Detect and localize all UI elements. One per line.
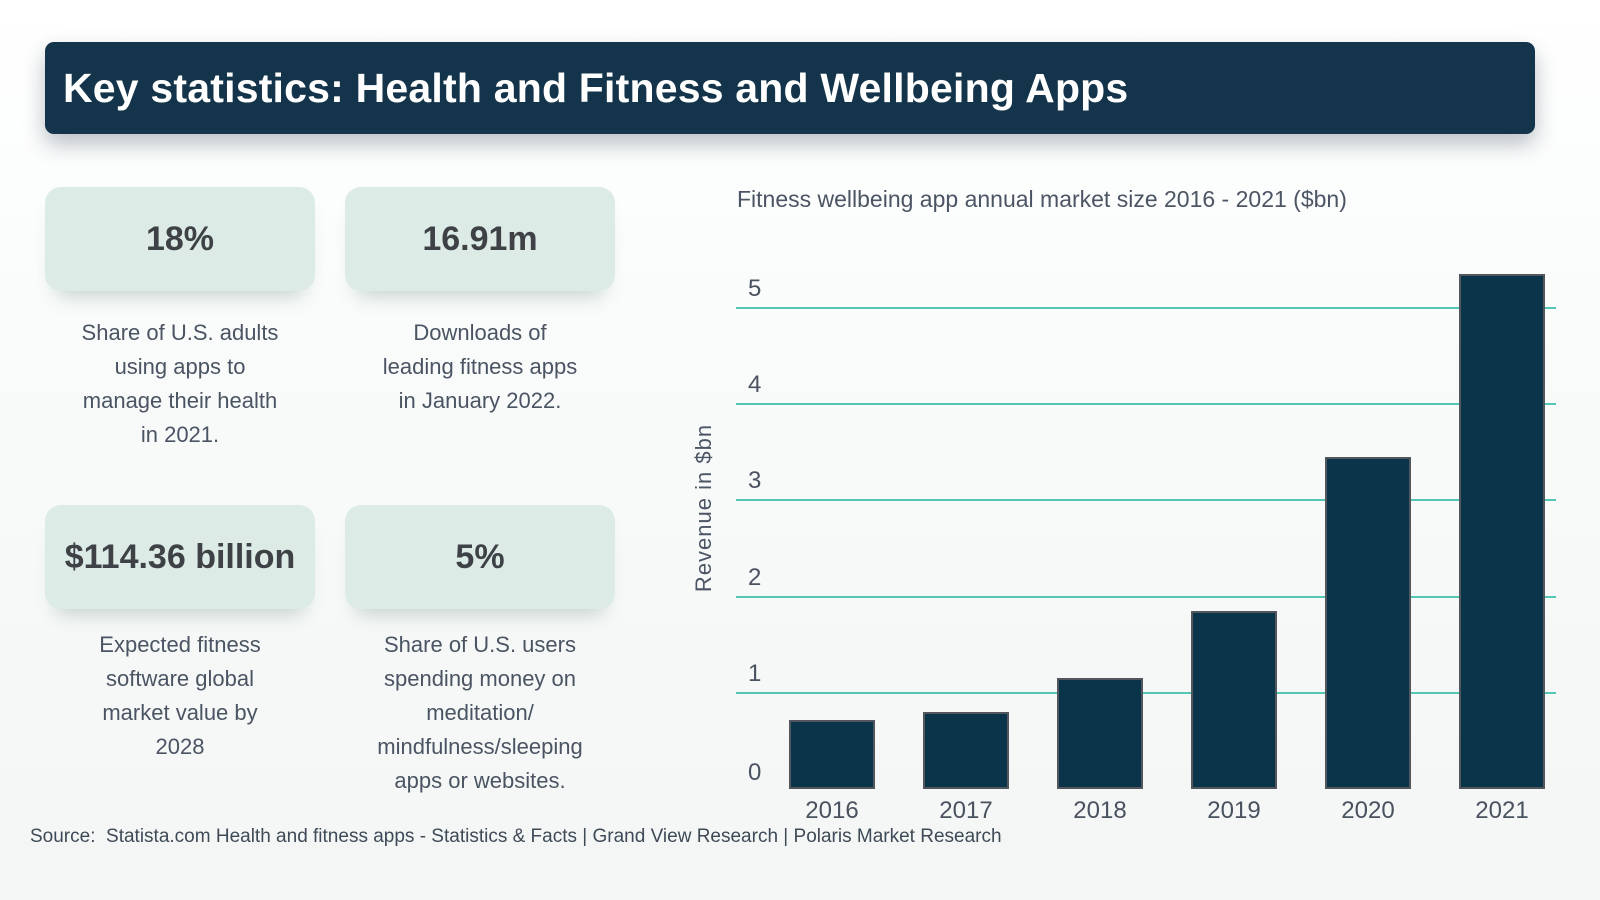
bar-2017 <box>923 712 1009 789</box>
bar-2019 <box>1191 611 1277 789</box>
x-axis-label: 2019 <box>1207 797 1261 824</box>
stat-value: 18% <box>145 219 215 258</box>
stat-description: Share of U.S. users spending money on me… <box>377 632 583 793</box>
bar-2021 <box>1459 274 1545 789</box>
x-axis-label: 2017 <box>939 797 993 824</box>
gridline <box>736 307 1556 310</box>
y-axis-label: Revenue in $bn <box>691 423 716 593</box>
page-title: Key statistics: Health and Fitness and W… <box>63 64 1129 111</box>
x-axis-label: 2016 <box>805 797 859 824</box>
bar-2018 <box>1057 678 1143 789</box>
stat-description: Share of U.S. adults using apps to manag… <box>81 320 279 447</box>
source-credit: Source: Statista.com Health and fitness … <box>30 826 1002 847</box>
gridline <box>736 403 1556 406</box>
stat-card-us-adults-share: 18% <box>45 187 315 291</box>
x-axis-label: 2021 <box>1475 797 1529 824</box>
y-tick-label: 3 <box>748 467 762 495</box>
stat-value: 5% <box>455 537 505 576</box>
bar-2016 <box>789 719 875 789</box>
title-banner: Key statistics: Health and Fitness and W… <box>45 42 1535 134</box>
y-tick-label: 4 <box>748 371 762 399</box>
stat-card-spending-share: 5% <box>345 505 615 609</box>
x-axis-label: 2020 <box>1341 797 1395 824</box>
bar-plot: 0 1 2 3 4 5 2016 2017 2018 2019 2020 2021 <box>736 260 1556 824</box>
y-tick-label: 1 <box>748 659 762 687</box>
gridline <box>736 595 1556 598</box>
gridline <box>736 499 1556 502</box>
stat-card-market-value: $114.36 billion <box>45 505 315 609</box>
y-tick-label: 0 <box>748 759 762 786</box>
bar-2020 <box>1325 457 1411 789</box>
stat-value: $114.36 billion <box>64 537 296 576</box>
gridline <box>736 691 1556 694</box>
y-tick-label: 5 <box>748 275 762 303</box>
stat-card-downloads: 16.91m <box>345 187 615 291</box>
x-axis-label: 2018 <box>1073 797 1127 824</box>
y-tick-label: 2 <box>748 563 762 591</box>
chart-title: Fitness wellbeing app annual market size… <box>737 186 1347 212</box>
stat-description: Downloads of leading fitness apps in Jan… <box>382 320 578 413</box>
stat-value: 16.91m <box>422 219 538 258</box>
stat-description: Expected fitness software global market … <box>99 632 261 759</box>
